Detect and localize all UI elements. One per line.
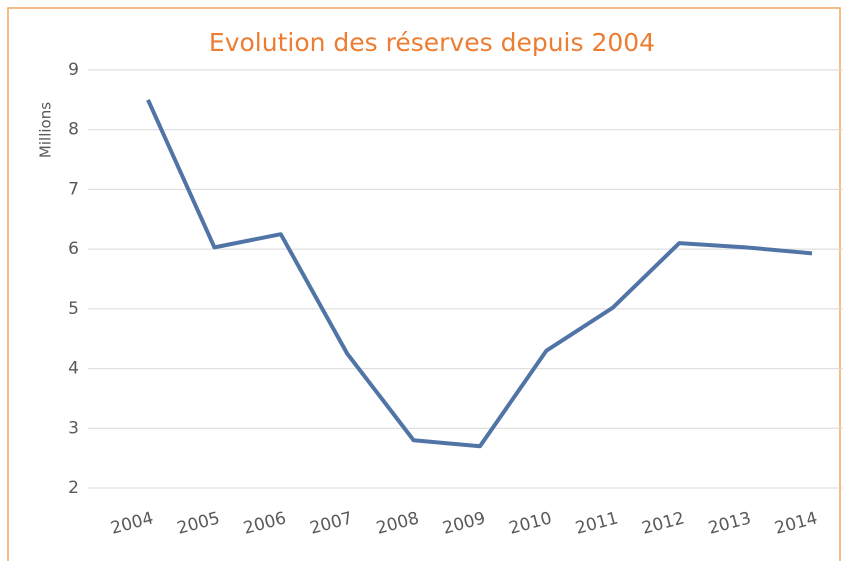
x-tick-label: 2012: [640, 508, 687, 539]
chart-frame: [7, 7, 841, 561]
y-tick-label: 4: [68, 359, 79, 379]
chart-title: Evolution des réserves depuis 2004: [209, 28, 655, 57]
y-tick-label: 3: [68, 418, 79, 438]
line-series: [146, 99, 813, 449]
y-tick-label: 6: [68, 239, 79, 259]
y-tick-label: 5: [68, 299, 79, 319]
y-tick-label: 9: [68, 60, 79, 80]
x-tick-label: 2008: [374, 508, 421, 539]
x-tick-label: 2014: [773, 508, 820, 539]
x-tick-label: 2005: [175, 508, 222, 539]
y-axis-label: Millions: [37, 102, 55, 158]
y-tick-label: 8: [68, 120, 79, 140]
y-tick-label: 2: [68, 478, 79, 498]
x-tick-label: 2007: [308, 508, 355, 539]
x-tick-label: 2009: [441, 508, 488, 539]
x-tick-label: 2010: [507, 508, 554, 539]
x-tick-label: 2011: [573, 508, 620, 539]
x-tick-label: 2004: [109, 508, 156, 539]
x-tick-label: 2013: [706, 508, 753, 539]
y-tick-label: 7: [68, 179, 79, 199]
x-tick-label: 2006: [241, 508, 288, 539]
